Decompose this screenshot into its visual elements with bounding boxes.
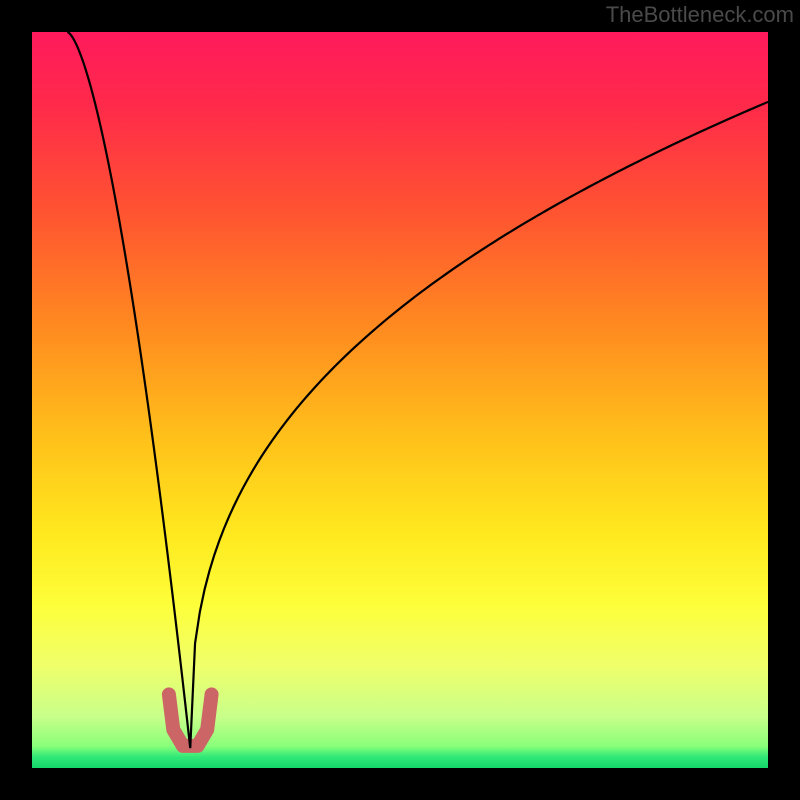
chart-container: TheBottleneck.com <box>0 0 800 800</box>
bottleneck-chart <box>0 0 800 800</box>
watermark-text: TheBottleneck.com <box>606 2 794 28</box>
plot-background <box>32 32 768 768</box>
